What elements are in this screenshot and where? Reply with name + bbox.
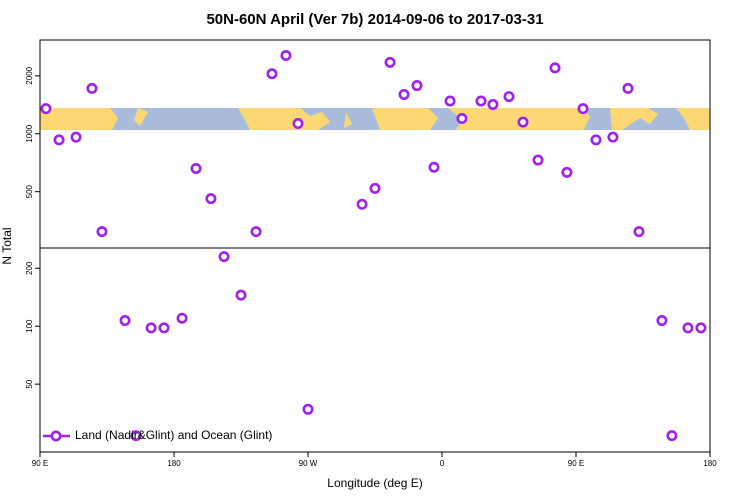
legend-label: Land (Nadir&Glint) and Ocean (Glint) — [75, 428, 272, 442]
land — [134, 108, 148, 126]
land — [238, 108, 330, 130]
y-tick-label: 50 — [25, 379, 34, 388]
point — [70, 131, 82, 143]
point — [590, 134, 602, 146]
point — [487, 98, 499, 110]
point — [302, 403, 314, 415]
y-tick-label: 1000 — [25, 124, 34, 142]
chart-title: 50N-60N April (Ver 7b) 2014-09-06 to 201… — [206, 11, 543, 28]
land — [610, 108, 658, 130]
land — [372, 108, 438, 130]
point — [456, 113, 468, 125]
point — [369, 182, 381, 194]
point — [695, 322, 707, 334]
x-tick-label: 90 E — [32, 459, 48, 468]
point — [517, 116, 529, 128]
point — [190, 162, 202, 174]
x-tick-label: 180 — [167, 459, 181, 468]
x-axis-label: Longitude (deg E) — [327, 476, 422, 490]
point — [475, 95, 487, 107]
point — [145, 322, 157, 334]
point — [561, 166, 573, 178]
point — [158, 322, 170, 334]
point — [532, 154, 544, 166]
y-axis-label: N Total — [0, 227, 14, 264]
point — [218, 251, 230, 263]
point — [40, 103, 52, 115]
point — [666, 430, 678, 442]
point — [119, 315, 131, 327]
point — [398, 88, 410, 100]
point — [656, 315, 668, 327]
point — [549, 62, 561, 74]
point — [176, 312, 188, 324]
point — [622, 82, 634, 94]
x-tick-label: 180 — [703, 459, 717, 468]
y-tick-label: 100 — [25, 319, 34, 333]
point — [130, 430, 142, 442]
point — [53, 134, 65, 146]
plot-frame — [39, 39, 711, 453]
land — [676, 108, 710, 130]
point — [266, 68, 278, 80]
x-tick-label: 90 E — [568, 459, 584, 468]
point — [96, 226, 108, 238]
x-tick-label: 90 W — [299, 459, 318, 468]
point — [577, 103, 589, 115]
point — [411, 80, 423, 92]
point — [235, 289, 247, 301]
x-tick-label: 0 — [440, 459, 445, 468]
point — [292, 118, 304, 130]
land — [40, 108, 118, 130]
legend-marker — [50, 430, 62, 442]
point — [356, 198, 368, 210]
y-tick-label: 200 — [25, 261, 34, 275]
point — [444, 95, 456, 107]
point — [250, 226, 262, 238]
point — [682, 322, 694, 334]
point — [503, 91, 515, 103]
y-tick-label: 2000 — [25, 66, 34, 84]
land — [344, 112, 352, 128]
point — [607, 131, 619, 143]
point — [280, 50, 292, 62]
y-tick-label: 500 — [25, 184, 34, 198]
point — [205, 193, 217, 205]
point — [86, 82, 98, 94]
map-band — [40, 108, 710, 130]
point — [633, 226, 645, 238]
point — [428, 161, 440, 173]
point — [384, 56, 396, 68]
